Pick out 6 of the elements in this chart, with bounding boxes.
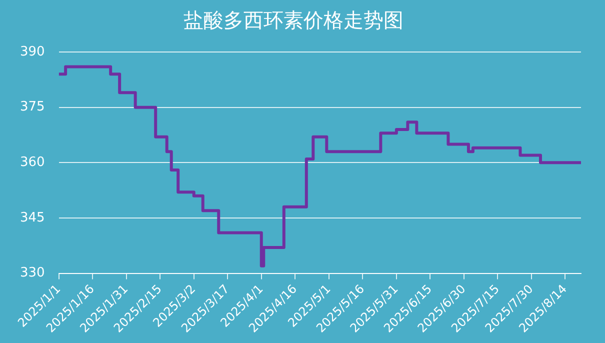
chart-title: 盐酸多西环素价格走势图 [184, 8, 404, 32]
y-tick-label: 360 [20, 155, 45, 170]
y-tick-label: 345 [20, 210, 45, 226]
y-tick-label: 390 [20, 44, 45, 60]
y-tick-label: 330 [20, 266, 45, 281]
y-tick-label: 375 [20, 100, 45, 115]
